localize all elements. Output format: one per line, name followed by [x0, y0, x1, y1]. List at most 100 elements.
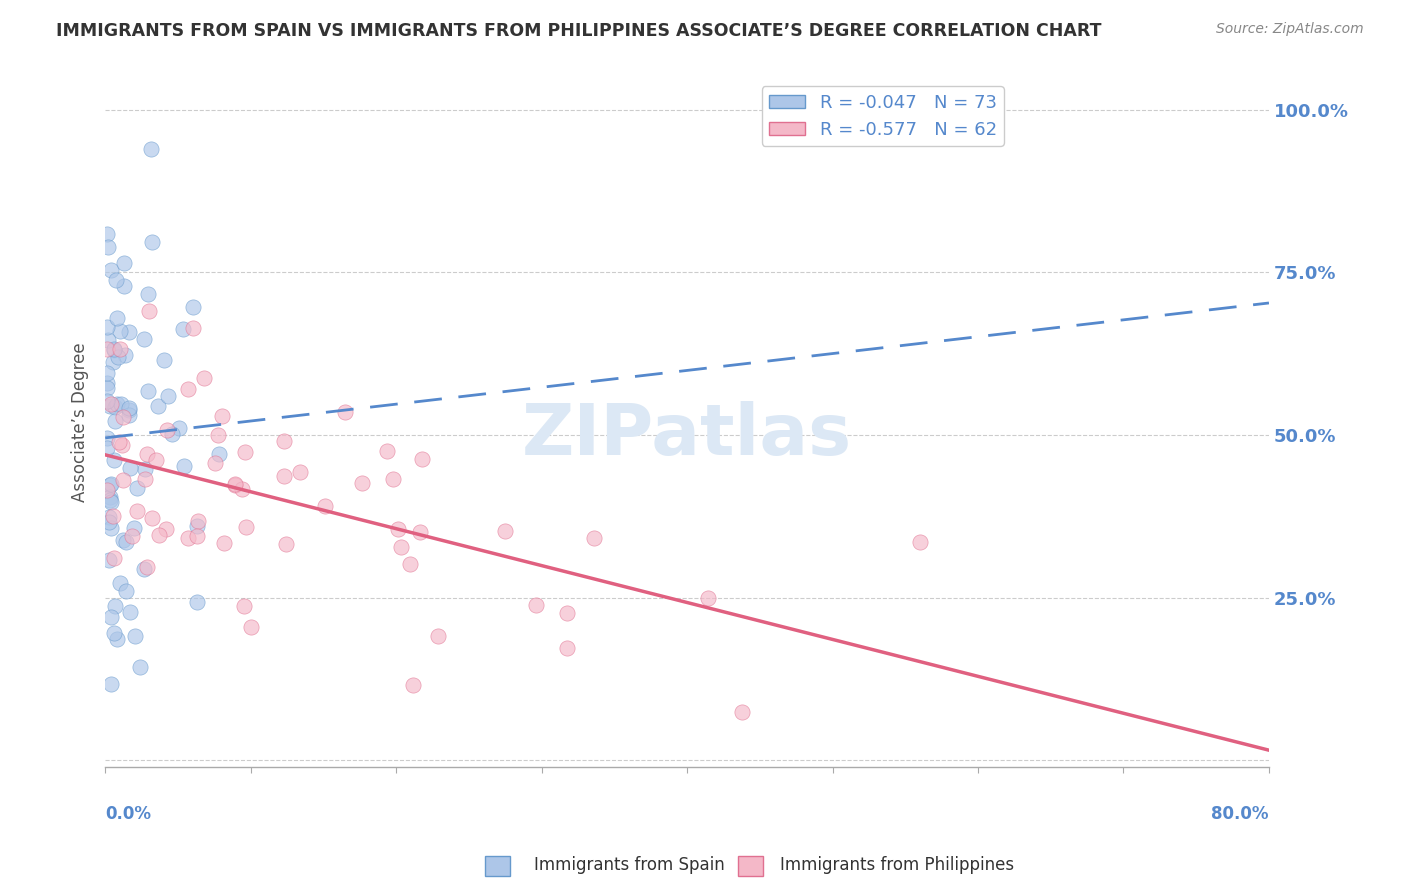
Text: ZIPatlas: ZIPatlas [522, 401, 852, 470]
Point [408, 525, 430, 540]
Point [118, 461, 141, 475]
Point [141, 142, 163, 156]
Point [97, 333, 120, 347]
Point [100, 521, 122, 535]
Point [103, 550, 125, 565]
Y-axis label: Associate’s Degree: Associate’s Degree [72, 343, 89, 502]
Point [193, 371, 215, 385]
Text: 0.0%: 0.0% [105, 805, 152, 823]
Point [100, 495, 122, 509]
Point [105, 311, 128, 326]
Point [208, 447, 231, 461]
Point [107, 350, 129, 364]
Point [104, 273, 127, 287]
Point [274, 537, 297, 551]
Point [138, 304, 160, 318]
Legend: R = -0.047   N = 73, R = -0.577   N = 62: R = -0.047 N = 73, R = -0.577 N = 62 [762, 87, 1004, 146]
Point [167, 421, 190, 435]
Point [157, 389, 180, 403]
Point [134, 562, 156, 576]
Point [122, 521, 145, 535]
Point [110, 575, 132, 590]
Text: Immigrants from Philippines: Immigrants from Philippines [780, 856, 1015, 874]
Point [128, 659, 150, 673]
Point [108, 342, 131, 356]
Point [186, 519, 208, 533]
Point [186, 529, 208, 543]
Point [111, 438, 134, 452]
Point [132, 332, 155, 346]
Point [96, 483, 118, 498]
Point [401, 678, 423, 692]
Point [118, 605, 141, 619]
Point [110, 397, 132, 411]
Point [141, 510, 163, 524]
Point [177, 531, 200, 545]
Point [173, 459, 195, 474]
Point [121, 529, 143, 543]
Point [112, 256, 135, 270]
Point [96, 431, 118, 445]
Point [124, 629, 146, 643]
Point [96, 342, 118, 356]
Point [494, 524, 516, 538]
Point [114, 279, 136, 293]
Point [224, 478, 246, 492]
Point [104, 401, 127, 415]
Point [98, 515, 121, 529]
Point [103, 342, 125, 356]
Point [98, 493, 121, 508]
Point [224, 476, 246, 491]
Point [97, 240, 120, 254]
Point [98, 399, 121, 413]
Point [127, 504, 149, 518]
Point [235, 520, 257, 534]
Point [114, 348, 136, 362]
Point [231, 482, 253, 496]
Point [156, 423, 179, 437]
Point [204, 457, 226, 471]
Point [696, 591, 718, 605]
Point [186, 595, 208, 609]
Point [96, 376, 118, 390]
Point [160, 426, 183, 441]
Point [104, 599, 127, 613]
Text: Immigrants from Spain: Immigrants from Spain [534, 856, 725, 874]
Point [108, 324, 131, 338]
Point [555, 641, 578, 656]
Point [172, 321, 194, 335]
Point [314, 500, 336, 514]
Point [526, 598, 548, 612]
Point [118, 403, 141, 417]
Point [98, 553, 121, 567]
Point [100, 490, 122, 504]
Point [382, 472, 405, 486]
Point [153, 353, 176, 368]
Point [100, 476, 122, 491]
Point [136, 287, 159, 301]
Point [108, 434, 131, 449]
Point [96, 320, 118, 334]
Point [103, 453, 125, 467]
Point [145, 453, 167, 467]
Point [98, 478, 121, 492]
Point [235, 445, 257, 459]
Point [100, 609, 122, 624]
Point [273, 469, 295, 483]
Point [141, 235, 163, 250]
Point [910, 535, 932, 549]
Point [100, 397, 122, 411]
Point [118, 401, 141, 416]
Point [111, 409, 134, 424]
Point [187, 514, 209, 528]
Point [333, 405, 356, 419]
Point [101, 508, 124, 523]
Point [100, 263, 122, 277]
Point [107, 632, 129, 646]
Point [177, 382, 200, 396]
Point [350, 475, 373, 490]
Point [100, 677, 122, 691]
Point [582, 532, 605, 546]
Point [96, 227, 118, 241]
Point [273, 434, 295, 449]
